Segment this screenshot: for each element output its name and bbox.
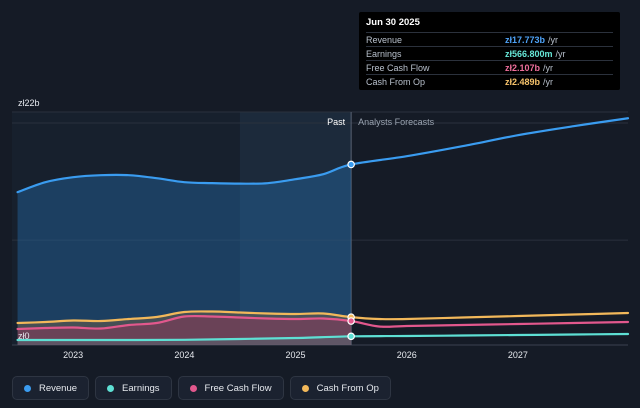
legend-dot-icon [189,384,197,392]
line-cash-from-op [16,310,630,325]
legend-item-cash-from-op[interactable]: Cash From Op [289,376,391,400]
x-tick-label: 2024 [174,350,194,360]
legend-dot-icon [107,384,115,392]
area-revenue [17,164,352,345]
tooltip-value: zł17.773b [505,34,546,45]
tooltip-unit: /yr [543,62,554,73]
tooltip-value: zł566.800m [505,48,553,59]
point-earnings [347,332,355,341]
x-tick-label: 2027 [508,350,528,360]
tooltip-unit: /yr [548,34,559,45]
x-tick-label: 2026 [397,350,417,360]
legend-item-earnings[interactable]: Earnings [95,376,172,400]
legend-label: Earnings [122,382,160,394]
line-revenue [16,117,630,194]
y-axis-top-label: zł22b [18,98,40,108]
legend: Revenue Earnings Free Cash Flow Cash Fro… [12,376,391,400]
forecast-label: Analysts Forecasts [358,117,435,127]
area-cash-from-op [17,311,352,345]
line-free-cash-flow [16,314,630,331]
tooltip-row-free-cash-flow: Free Cash Flow zł2.107b /yr [366,60,613,74]
legend-item-free-cash-flow[interactable]: Free Cash Flow [177,376,284,400]
tooltip-row-earnings: Earnings zł566.800m /yr [366,46,613,60]
tooltip-label: Earnings [366,48,402,59]
y-axis-bottom-label: zł0 [18,331,30,341]
x-tick-label: 2023 [63,350,83,360]
tooltip-value: zł2.107b [505,62,541,73]
tooltip-row-revenue: Revenue zł17.773b /yr [366,32,613,46]
legend-label: Free Cash Flow [204,382,272,394]
tooltip-date: Jun 30 2025 [366,17,420,28]
point-revenue [347,160,355,169]
tooltip-label: Cash From Op [366,76,426,87]
legend-dot-icon [24,384,31,392]
tooltip-label: Free Cash Flow [366,62,430,73]
tooltip-label: Revenue [366,34,403,45]
past-label: Past [327,117,346,127]
point-free-cash-flow [347,317,355,325]
highlight-band [239,112,352,345]
legend-item-revenue[interactable]: Revenue [12,376,90,400]
tooltip-value: zł2.489b [505,76,541,87]
tooltip-unit: /yr [543,76,554,87]
line-earnings [16,332,630,342]
legend-label: Revenue [39,382,78,394]
tooltip: Jun 30 2025 Revenue zł17.773b /yr Earnin… [359,12,620,90]
x-tick-label: 2025 [286,350,306,360]
legend-dot-icon [301,384,309,392]
tooltip-row-cash-from-op: Cash From Op zł2.489b /yr [366,74,613,88]
tooltip-unit: /yr [555,48,566,59]
legend-label: Cash From Op [316,382,379,394]
